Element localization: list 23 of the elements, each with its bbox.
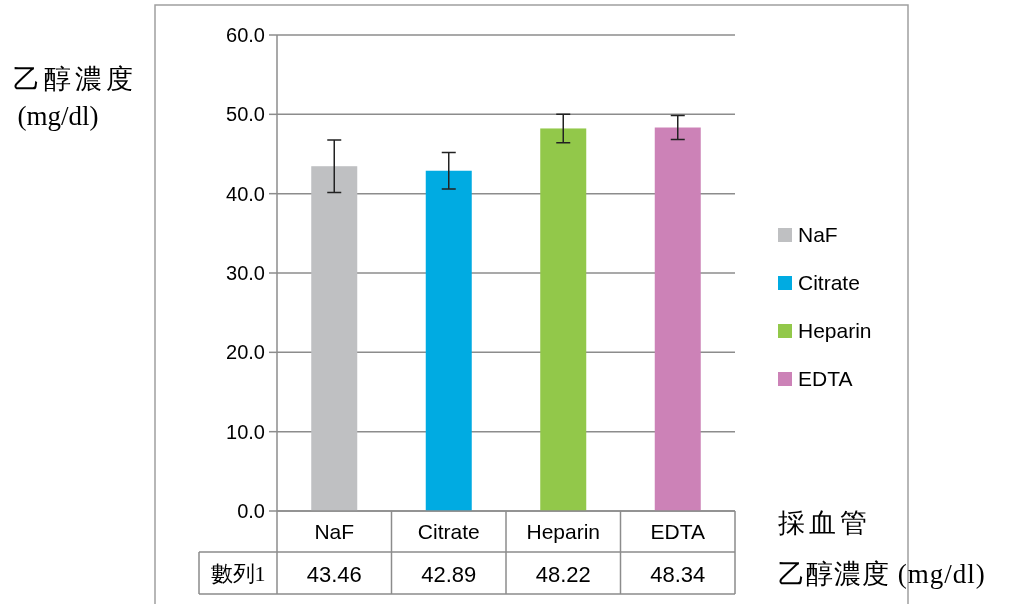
y-axis-title: 乙醇濃度 (mg/dl) — [13, 64, 137, 131]
legend-label: Heparin — [798, 319, 872, 342]
x-tick-label: Citrate — [417, 520, 480, 543]
y-tick-label: 10.0 — [226, 420, 265, 443]
text: 乙醇濃度 (mg/dl) — [778, 559, 986, 589]
data-label: 42.89 — [421, 562, 477, 587]
legend-label: NaF — [798, 223, 838, 246]
y-tick-label: 50.0 — [226, 103, 265, 126]
y-tick-label: 60.0 — [226, 24, 265, 46]
data-label: 48.22 — [535, 562, 591, 587]
x-tick-label: NaF — [314, 520, 355, 543]
y-tick-label: 30.0 — [226, 262, 265, 284]
y-tick-label: 40.0 — [226, 182, 265, 205]
y-tick-label: 0.0 — [237, 500, 265, 522]
x-tick-label: EDTA — [650, 520, 705, 543]
legend-label: Citrate — [798, 271, 860, 294]
x-tick-label: Heparin — [526, 520, 601, 543]
legend-label: EDTA — [798, 367, 853, 390]
data-label: 43.46 — [306, 562, 362, 587]
y-tick-label: 20.0 — [226, 341, 265, 364]
data-table-row-header: 數列1 — [210, 561, 266, 586]
data-label: 48.34 — [650, 562, 706, 587]
x-axis-title: 採血管 — [778, 508, 871, 538]
